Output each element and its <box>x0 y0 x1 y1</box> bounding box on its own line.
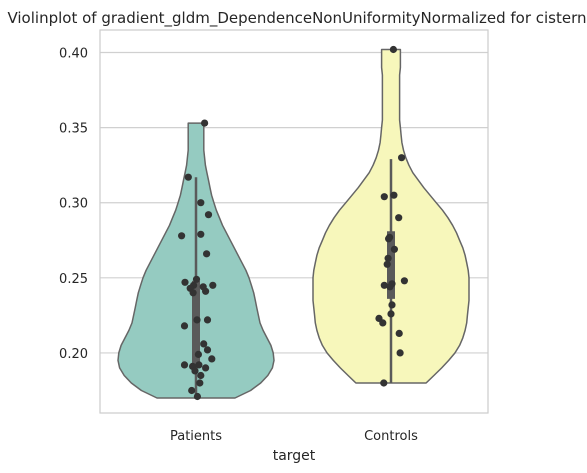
y-tick-label: 0.25 <box>59 272 88 287</box>
y-tick-label: 0.35 <box>59 122 88 137</box>
data-point <box>203 346 212 354</box>
x-tick-label: Controls <box>364 429 418 444</box>
data-point <box>398 154 406 162</box>
data-point <box>380 379 388 387</box>
data-point <box>389 45 397 54</box>
data-point <box>200 340 208 348</box>
data-point <box>385 235 393 243</box>
data-point <box>178 232 186 240</box>
data-point <box>400 277 408 285</box>
data-point <box>395 214 403 222</box>
data-point <box>192 275 201 283</box>
data-point <box>390 191 398 199</box>
data-point <box>204 211 213 219</box>
y-tick-labels: 0.20 0.25 0.30 0.35 0.40 <box>59 47 88 362</box>
data-point <box>188 386 196 395</box>
data-point <box>196 379 204 387</box>
data-point <box>195 361 203 369</box>
data-point <box>193 392 201 401</box>
data-point <box>396 349 404 357</box>
data-point <box>209 281 217 289</box>
data-point <box>191 367 199 375</box>
data-point <box>180 322 189 330</box>
data-point <box>194 350 202 358</box>
data-point <box>380 281 388 289</box>
data-point <box>193 316 201 324</box>
data-point <box>189 289 197 297</box>
data-point <box>202 364 210 372</box>
iqr-box-controls <box>387 231 395 299</box>
data-point <box>202 287 210 295</box>
y-tick-label: 0.20 <box>59 347 88 362</box>
data-point <box>395 329 403 337</box>
data-point <box>384 254 392 262</box>
violins <box>117 48 470 399</box>
plot-frame <box>99 29 489 414</box>
data-point <box>380 193 388 201</box>
data-point <box>203 316 212 324</box>
data-point <box>208 355 216 363</box>
data-point <box>383 260 391 268</box>
x-tick-label: Patients <box>170 429 222 444</box>
data-point <box>390 245 398 253</box>
data-point <box>197 371 205 380</box>
x-axis-label: target <box>273 448 316 464</box>
y-tick-label: 0.30 <box>59 197 88 212</box>
data-point <box>197 199 205 207</box>
data-point <box>388 301 396 309</box>
data-point <box>184 173 192 181</box>
data-point <box>379 319 387 327</box>
chart-title: Violinplot of gradient_gldm_DependenceNo… <box>7 9 586 28</box>
data-point <box>386 283 394 291</box>
data-point <box>201 119 209 127</box>
y-tick-label: 0.40 <box>59 47 88 62</box>
data-point <box>197 230 205 238</box>
data-point <box>180 361 189 369</box>
data-point <box>387 310 395 318</box>
data-point <box>181 278 189 286</box>
strip-points <box>178 45 408 401</box>
data-point <box>203 250 211 258</box>
x-tick-labels: Patients Controls <box>170 429 418 444</box>
